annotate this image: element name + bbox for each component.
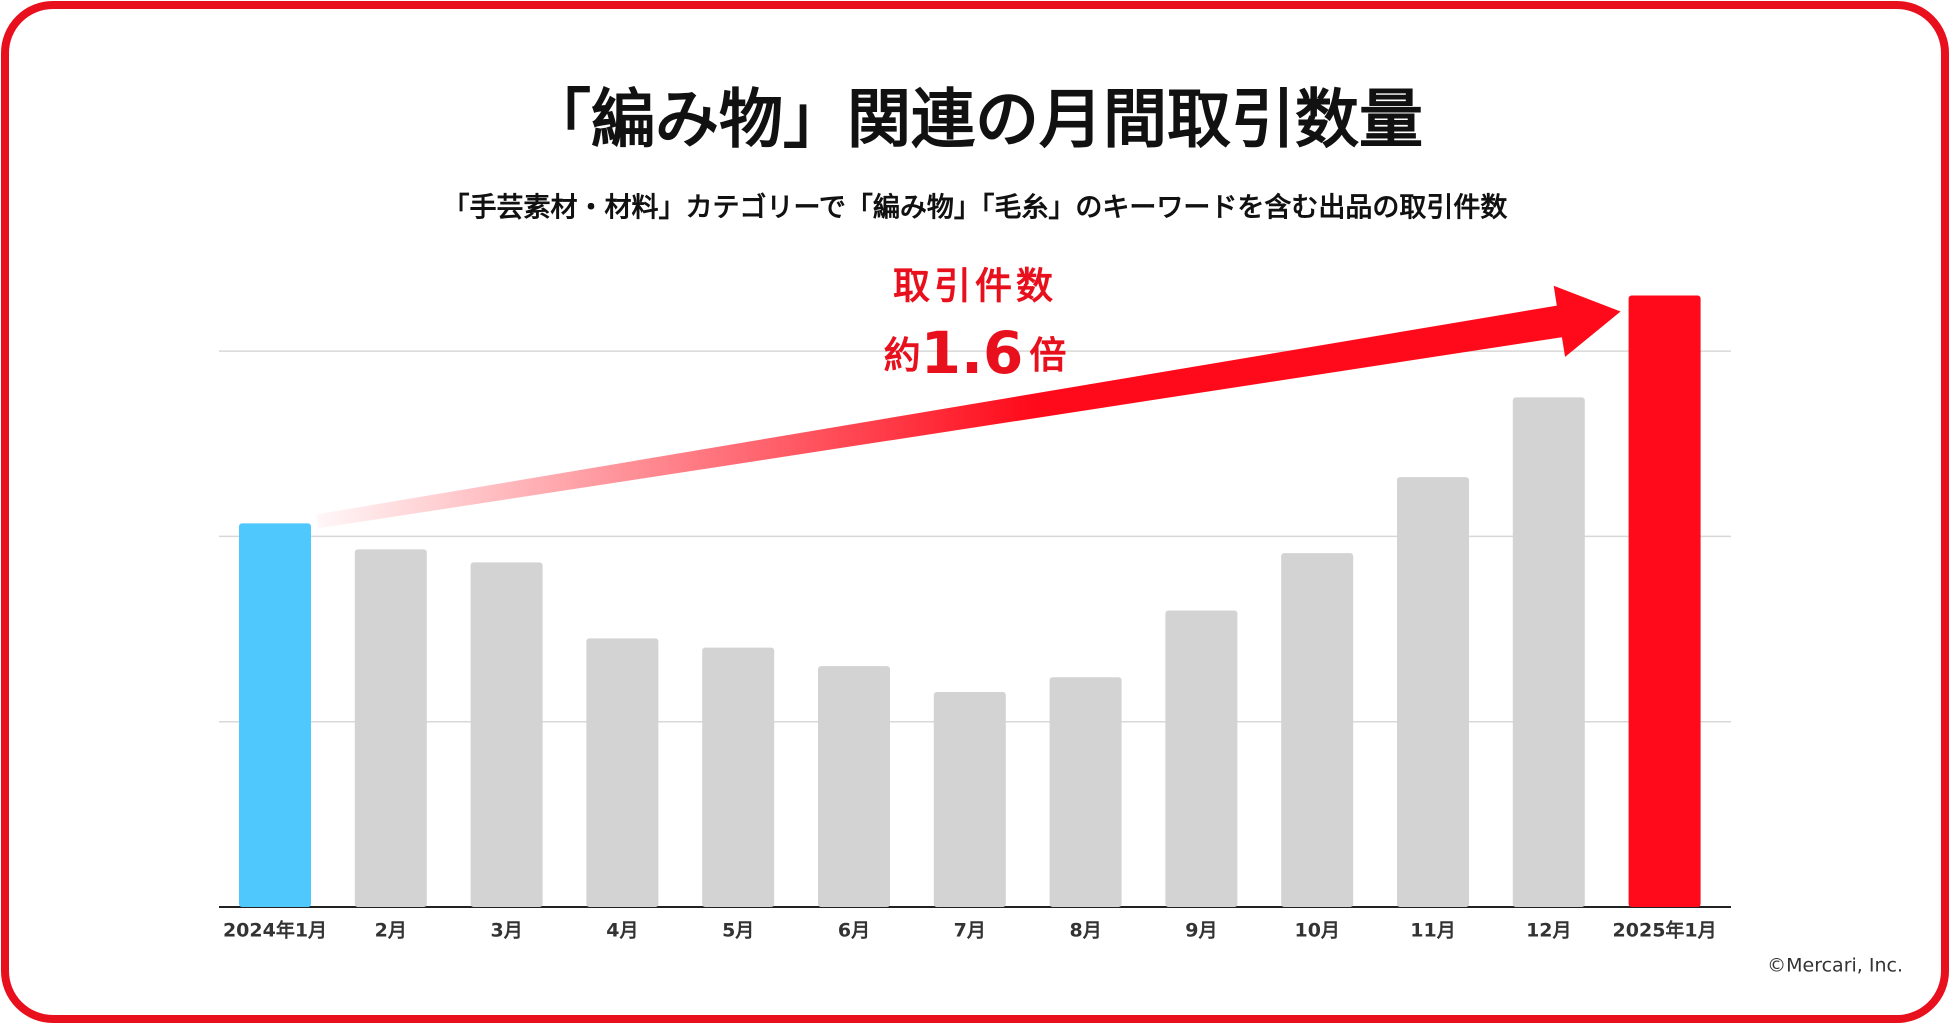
trend-arrow: [315, 285, 1621, 529]
chart-title: 「編み物」関連の月間取引数量: [527, 84, 1423, 158]
x-tick-label: 11月: [1410, 920, 1455, 942]
x-tick-label: 5月: [722, 920, 754, 942]
x-tick-label: 9月: [1185, 920, 1217, 942]
chart-subtitle: 「手芸素材・材料」カテゴリーで「編み物」「毛糸」のキーワードを含む出品の取引件数: [443, 192, 1509, 224]
bar: [1165, 610, 1238, 907]
annotation-ratio: 約1.6 倍: [884, 319, 1067, 387]
annotation-value: 1.6: [921, 319, 1024, 387]
x-tick-label: 2月: [375, 920, 407, 942]
x-tick-label: 3月: [490, 920, 522, 942]
credit: ©Mercari, Inc.: [1767, 955, 1903, 977]
bar: [933, 692, 1006, 907]
x-tick-label: 8月: [1069, 920, 1101, 942]
x-tick-label: 2024年1月: [223, 919, 327, 942]
bar: [1397, 477, 1469, 907]
x-tick-label: 6月: [838, 920, 870, 942]
annotation-label: 取引件数: [893, 265, 1057, 308]
bar: [354, 549, 427, 907]
bar: [818, 666, 890, 907]
x-tick-label: 4月: [606, 920, 638, 942]
x-tick-label: 12月: [1526, 920, 1571, 942]
bar: [702, 647, 775, 907]
x-tick-label: 7月: [954, 920, 986, 942]
annotation-prefix: 約: [884, 334, 921, 377]
bar: [1628, 295, 1701, 907]
annotation-suffix: 倍: [1029, 334, 1066, 377]
bar: [586, 638, 659, 907]
bar: [1049, 677, 1122, 907]
x-tick-label: 2025年1月: [1613, 919, 1717, 942]
x-tick-label: 10月: [1294, 920, 1339, 942]
bar: [1281, 553, 1354, 907]
bar: [1512, 397, 1585, 907]
bar: [239, 523, 311, 907]
bar: [470, 562, 543, 907]
